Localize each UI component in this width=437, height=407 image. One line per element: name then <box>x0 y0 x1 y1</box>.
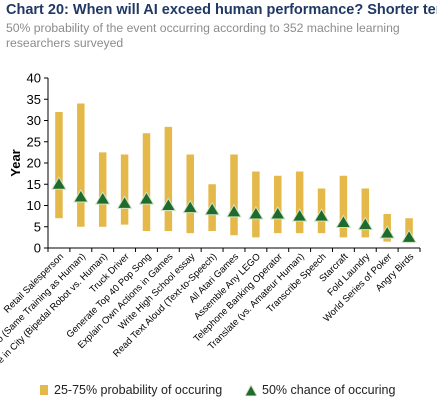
y-tick-label: 10 <box>27 198 41 213</box>
range-bar <box>120 154 129 225</box>
median-marker <box>182 199 199 214</box>
median-marker <box>379 225 396 239</box>
median-marker <box>313 208 330 222</box>
median-marker <box>357 216 374 231</box>
median-marker <box>335 214 352 228</box>
y-tick-label: 35 <box>27 92 41 107</box>
chart-title: Chart 20: When will AI exceed human perf… <box>6 2 437 18</box>
range-bar <box>77 103 85 227</box>
median-marker <box>226 203 242 218</box>
range-bar <box>339 175 348 238</box>
median-marker <box>401 229 417 243</box>
range-bar <box>55 112 63 219</box>
median-marker <box>138 191 155 205</box>
range-bar <box>98 152 107 227</box>
median-marker <box>248 206 264 220</box>
range-bar <box>274 175 282 234</box>
legend-median-marker <box>245 384 257 396</box>
median-marker <box>160 197 177 211</box>
y-tick-label: 20 <box>27 156 41 171</box>
legend-median-label: 50% chance of occuring <box>262 383 396 397</box>
y-axis-title: Year <box>8 149 23 176</box>
median-marker <box>51 176 67 190</box>
range-bar <box>295 171 304 234</box>
chart-subtitle: 50% probability of the event occurring a… <box>6 21 400 50</box>
range-bar <box>252 171 260 238</box>
median-marker <box>291 208 308 222</box>
y-tick-label: 5 <box>34 219 41 234</box>
y-tick-label: 25 <box>27 134 41 149</box>
median-marker <box>204 201 220 216</box>
range-bar <box>186 154 194 234</box>
legend-median: 50% chance of occuring <box>245 383 395 397</box>
range-bar <box>361 188 370 238</box>
legend-range: 25-75% probability of occuring <box>40 383 222 397</box>
range-bar <box>230 154 238 236</box>
y-tick-label: 0 <box>34 241 41 256</box>
y-tick-label: 30 <box>27 113 41 128</box>
median-marker <box>72 189 89 203</box>
range-bar <box>142 133 151 231</box>
y-tick-label: 40 <box>27 71 41 86</box>
range-bar <box>164 126 173 231</box>
legend-range-label: 25-75% probability of occuring <box>54 383 223 397</box>
y-tick-label: 15 <box>27 177 41 192</box>
median-marker <box>116 195 133 209</box>
median-marker <box>94 191 111 205</box>
legend-range-swatch <box>40 385 48 395</box>
median-marker <box>269 206 286 220</box>
